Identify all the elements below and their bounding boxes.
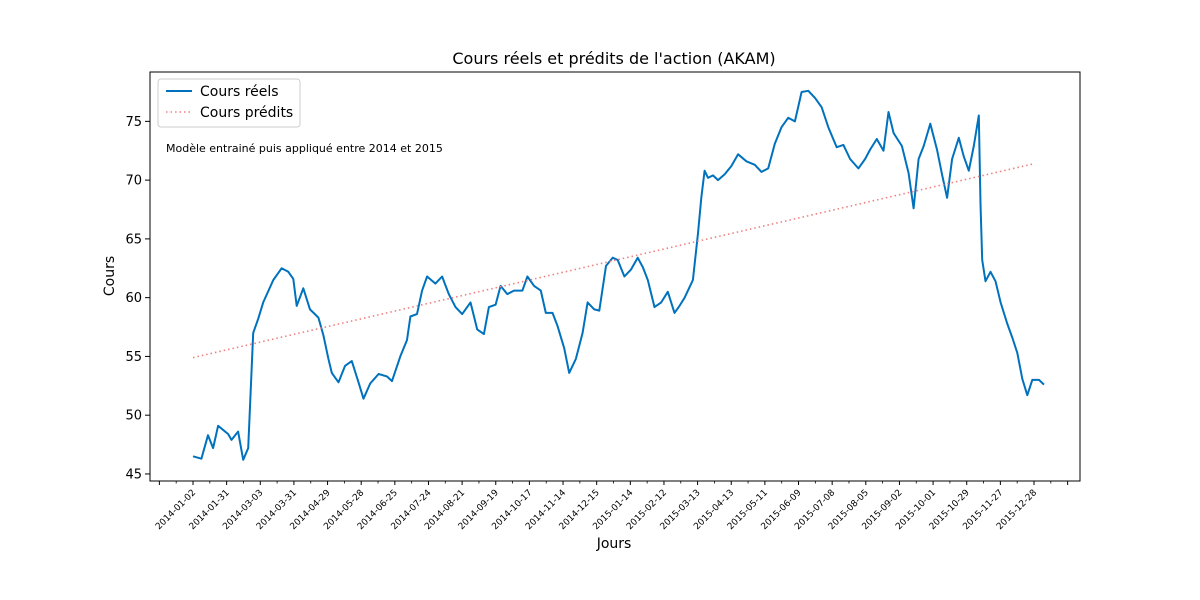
series-layer xyxy=(192,89,1045,461)
legend: Cours réels Cours prédits xyxy=(157,78,301,128)
y-tick-label: 75 xyxy=(125,115,142,130)
chart-title: Cours réels et prédits de l'action (AKAM… xyxy=(452,49,775,68)
y-tick-label: 70 xyxy=(125,174,142,189)
y-tick-label: 50 xyxy=(125,409,142,424)
legend-box xyxy=(157,78,301,128)
y-tick-label: 55 xyxy=(125,350,142,365)
y-tick-label: 60 xyxy=(125,291,142,306)
y-tick-label: 45 xyxy=(125,467,142,482)
x-axis-label: Jours xyxy=(596,536,632,552)
series-line-cours-reels xyxy=(192,89,1045,461)
y-tick-label: 65 xyxy=(125,232,142,247)
legend-label-cours-reels: Cours réels xyxy=(200,84,279,100)
y-axis: 45 50 55 60 65 70 75 xyxy=(125,115,150,482)
chart-annotation: Modèle entrainé puis appliqué entre 2014… xyxy=(166,142,443,155)
axes-frame xyxy=(149,71,1081,482)
y-axis-label: Cours xyxy=(102,256,118,296)
legend-label-cours-predits: Cours prédits xyxy=(200,105,293,121)
